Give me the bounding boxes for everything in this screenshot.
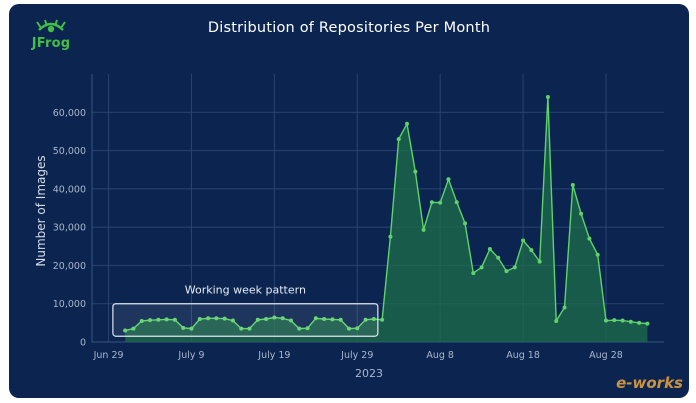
data-point [637,320,642,325]
data-point [305,326,310,331]
data-point [479,265,484,270]
data-point [288,318,293,323]
data-point [280,316,285,321]
y-tick-label: 0 [80,338,86,349]
data-point [189,326,194,331]
y-tick-label: 40,000 [53,184,86,195]
data-point [496,255,501,260]
data-point [438,200,443,205]
data-point [405,121,410,126]
y-tick-label: 10,000 [53,299,86,310]
data-point [230,318,235,323]
frog-icon [36,19,66,33]
data-point [214,316,219,321]
x-tick-label: July 29 [340,350,373,361]
data-point [222,316,227,321]
data-point [454,200,459,205]
y-tick-label: 50,000 [53,146,86,157]
data-point [322,317,327,322]
data-point [247,326,252,331]
data-point [628,319,633,324]
y-tick-label: 20,000 [53,261,86,272]
data-point [148,318,153,323]
data-point [429,200,434,205]
data-point [371,317,376,322]
data-point [579,211,584,216]
x-tick-label: Aug 8 [426,350,454,361]
data-point [131,326,136,331]
data-point [620,318,625,323]
data-point [255,317,260,322]
x-tick-label: Aug 28 [589,350,623,361]
data-point [512,265,517,270]
data-point [562,305,567,310]
x-axis-title: 2023 [355,367,383,380]
annotation-label: Working week pattern [185,284,306,297]
watermark-text: e-works [616,374,683,392]
y-tick-label: 60,000 [53,108,86,119]
data-point [156,317,161,322]
data-point [206,316,211,321]
jfrog-logo: JFrog [31,16,71,52]
data-point [388,234,393,239]
data-point [396,137,401,142]
data-point [463,221,468,226]
data-point [521,238,526,243]
chart-title: Distribution of Repositories Per Month [207,20,491,36]
data-point [446,177,451,182]
series-line [125,96,648,332]
series-area [125,97,648,342]
data-point [272,315,277,320]
logo-text: JFrog [31,36,71,51]
data-point [181,325,186,330]
data-point [487,246,492,251]
data-point [355,326,360,331]
data-point [297,326,302,331]
data-point [529,248,534,253]
y-tick-label: 30,000 [53,223,86,234]
data-point [603,318,608,323]
data-point [164,317,169,322]
data-point [380,317,385,322]
data-point [197,317,202,322]
x-tick-label: Jun 29 [93,350,124,361]
data-point [595,252,600,257]
data-point [421,227,426,232]
x-tick-label: July 9 [177,350,204,361]
data-point [471,271,476,276]
data-point [363,317,368,322]
annotation-box [112,303,379,337]
data-point [612,318,617,323]
data-point [537,259,542,264]
data-point [313,316,318,321]
data-point [123,328,128,333]
data-point [264,317,269,322]
data-point [554,318,559,323]
x-tick-label: July 19 [257,350,290,361]
data-point [239,326,244,331]
data-point [504,269,509,274]
data-point [570,183,575,188]
data-point [413,169,418,174]
data-point [338,317,343,322]
data-point [645,321,650,326]
data-point [587,236,592,241]
x-tick-label: Aug 18 [506,350,540,361]
data-point [139,318,144,323]
watermark: e-works [603,370,683,394]
data-point [545,94,550,99]
data-point [346,326,351,331]
data-point [330,317,335,322]
data-point [172,317,177,322]
